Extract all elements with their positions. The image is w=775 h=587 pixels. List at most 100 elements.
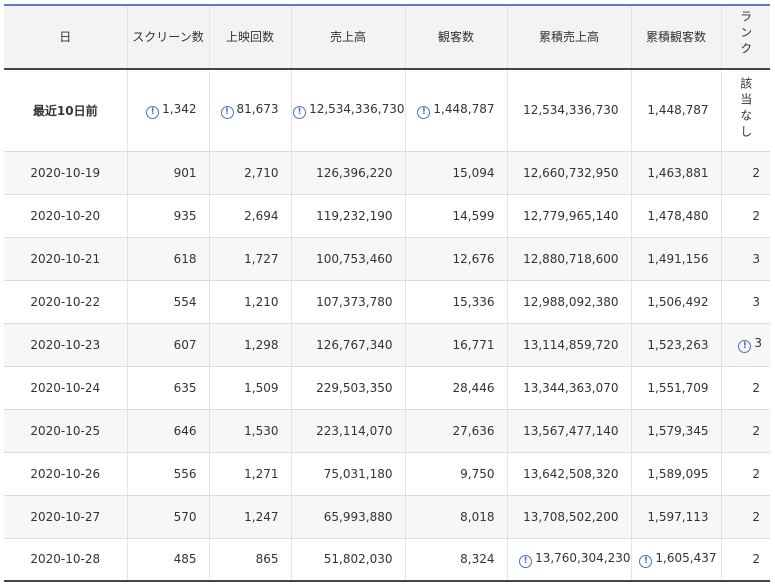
- screens-cell: 935: [126, 194, 209, 238]
- cumulative-audience-cell: 1,491,156: [630, 237, 721, 281]
- sales-cell: 100,753,460: [290, 237, 405, 281]
- table-row: 2020-10-19 901 2,710 126,396,220 15,094 …: [4, 151, 770, 195]
- shows-cell: ! 81,673: [208, 69, 291, 152]
- audience-cell: 8,018: [404, 495, 507, 539]
- date-cell: 2020-10-19: [4, 151, 127, 195]
- table-row: 2020-10-22 554 1,210 107,373,780 15,336 …: [4, 280, 770, 324]
- rank-cell: ! 3: [720, 323, 770, 367]
- table-row: 2020-10-24 635 1,509 229,503,350 28,446 …: [4, 366, 770, 410]
- audience-cell: 28,446: [404, 366, 507, 410]
- cumulative-audience-cell: 1,506,492: [630, 280, 721, 324]
- info-icon[interactable]: !: [738, 340, 752, 353]
- cumulative-audience-cell: 1,463,881: [630, 151, 721, 195]
- sales-cell: ! 12,534,336,730: [290, 69, 405, 152]
- screens-cell: 607: [126, 323, 209, 367]
- table-row: 2020-10-25 646 1,530 223,114,070 27,636 …: [4, 409, 770, 453]
- screens-cell: 618: [126, 237, 209, 281]
- shows-cell: 1,298: [208, 323, 291, 367]
- date-cell: 2020-10-28: [4, 538, 127, 582]
- rank-cell: 該当なし: [720, 69, 770, 152]
- header-shows[interactable]: 上映回数: [208, 4, 291, 70]
- rank-cell: 3: [720, 280, 770, 324]
- audience-cell: 8,324: [404, 538, 507, 582]
- sales-cell: 229,503,350: [290, 366, 405, 410]
- date-cell: 2020-10-27: [4, 495, 127, 539]
- box-office-table: 日 スクリーン数 上映回数 売上高 観客数 累積売上高 累積観客数 ランク 最近…: [4, 4, 770, 582]
- rank-cell: 2: [720, 366, 770, 410]
- shows-cell: 1,247: [208, 495, 291, 539]
- cumulative-audience-cell: 1,448,787: [630, 69, 721, 152]
- audience-cell: 12,676: [404, 237, 507, 281]
- header-audience[interactable]: 観客数: [404, 4, 507, 70]
- screens-cell: 901: [126, 151, 209, 195]
- cumulative-sales-cell: 13,642,508,320: [506, 452, 631, 496]
- info-icon[interactable]: !: [519, 554, 533, 568]
- table-row: 2020-10-21 618 1,727 100,753,460 12,676 …: [4, 237, 770, 281]
- cumulative-audience-cell: 1,597,113: [630, 495, 721, 539]
- screens-cell: 485: [126, 538, 209, 582]
- audience-cell: 14,599: [404, 194, 507, 238]
- table-row: 2020-10-20 935 2,694 119,232,190 14,599 …: [4, 194, 770, 238]
- cumulative-sales-cell: 12,779,965,140: [506, 194, 631, 238]
- cumulative-audience-cell: 1,589,095: [630, 452, 721, 496]
- info-icon[interactable]: !: [293, 105, 307, 119]
- header-screens[interactable]: スクリーン数: [126, 4, 209, 70]
- date-cell: 最近10日前: [4, 69, 127, 152]
- date-cell: 2020-10-26: [4, 452, 127, 496]
- audience-cell: 16,771: [404, 323, 507, 367]
- info-icon[interactable]: !: [417, 105, 431, 119]
- info-icon[interactable]: !: [639, 554, 653, 568]
- rank-cell: 3: [720, 237, 770, 281]
- cumulative-sales-cell: 13,567,477,140: [506, 409, 631, 453]
- cumulative-sales-cell: 12,988,092,380: [506, 280, 631, 324]
- date-cell: 2020-10-22: [4, 280, 127, 324]
- shows-cell: 2,694: [208, 194, 291, 238]
- cumulative-sales-cell: 13,344,363,070: [506, 366, 631, 410]
- header-date[interactable]: 日: [4, 4, 127, 70]
- sales-cell: 65,993,880: [290, 495, 405, 539]
- table-row: 最近10日前 ! 1,342 ! 81,673 ! 12,534,336,730 ! 1…: [4, 69, 770, 152]
- date-cell: 2020-10-21: [4, 237, 127, 281]
- table-row: 2020-10-28 485 865 51,802,030 8,324 ! 13,…: [4, 538, 770, 582]
- shows-cell: 865: [208, 538, 291, 582]
- cumulative-sales-cell: 12,880,718,600: [506, 237, 631, 281]
- shows-cell: 1,210: [208, 280, 291, 324]
- sales-cell: 107,373,780: [290, 280, 405, 324]
- sales-cell: 223,114,070: [290, 409, 405, 453]
- info-icon[interactable]: !: [146, 105, 160, 119]
- cumulative-audience-cell: 1,579,345: [630, 409, 721, 453]
- audience-cell: 9,750: [404, 452, 507, 496]
- audience-cell: 15,094: [404, 151, 507, 195]
- cumulative-sales-cell: 13,114,859,720: [506, 323, 631, 367]
- header-cumulative-audience[interactable]: 累積観客数: [630, 4, 721, 70]
- rank-cell: 2: [720, 194, 770, 238]
- box-office-table-container: 日 スクリーン数 上映回数 売上高 観客数 累積売上高 累積観客数 ランク 最近…: [4, 4, 770, 582]
- screens-cell: 556: [126, 452, 209, 496]
- shows-cell: 2,710: [208, 151, 291, 195]
- table-row: 2020-10-23 607 1,298 126,767,340 16,771 …: [4, 323, 770, 367]
- rank-cell: 2: [720, 495, 770, 539]
- shows-cell: 1,727: [208, 237, 291, 281]
- cumulative-audience-cell: ! 1,605,437: [630, 538, 721, 582]
- screens-cell: 635: [126, 366, 209, 410]
- cumulative-sales-cell: 12,660,732,950: [506, 151, 631, 195]
- sales-cell: 126,767,340: [290, 323, 405, 367]
- shows-cell: 1,530: [208, 409, 291, 453]
- table-row: 2020-10-27 570 1,247 65,993,880 8,018 13…: [4, 495, 770, 539]
- table-header-row: 日 スクリーン数 上映回数 売上高 観客数 累積売上高 累積観客数 ランク: [4, 4, 770, 70]
- header-cumulative-sales[interactable]: 累積売上高: [506, 4, 631, 70]
- cumulative-audience-cell: 1,523,263: [630, 323, 721, 367]
- header-sales[interactable]: 売上高: [290, 4, 405, 70]
- date-cell: 2020-10-24: [4, 366, 127, 410]
- info-icon[interactable]: !: [220, 105, 234, 119]
- audience-cell: 27,636: [404, 409, 507, 453]
- cumulative-sales-cell: 13,708,502,200: [506, 495, 631, 539]
- shows-cell: 1,509: [208, 366, 291, 410]
- header-rank[interactable]: ランク: [720, 4, 770, 70]
- screens-cell: 554: [126, 280, 209, 324]
- shows-cell: 1,271: [208, 452, 291, 496]
- date-cell: 2020-10-25: [4, 409, 127, 453]
- sales-cell: 75,031,180: [290, 452, 405, 496]
- date-cell: 2020-10-23: [4, 323, 127, 367]
- cumulative-sales-cell: 12,534,336,730: [506, 69, 631, 152]
